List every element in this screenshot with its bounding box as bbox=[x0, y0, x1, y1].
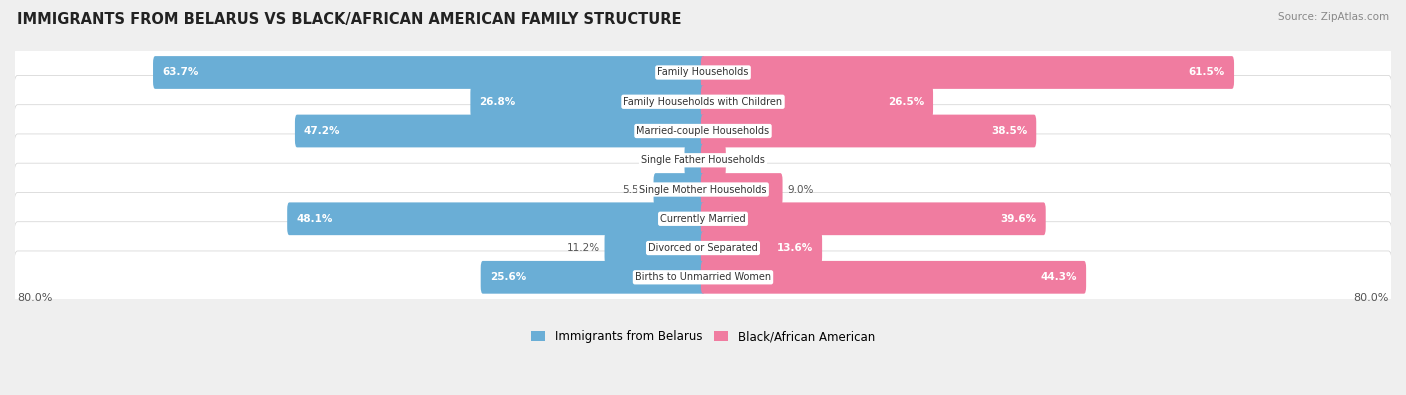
FancyBboxPatch shape bbox=[700, 115, 1036, 147]
FancyBboxPatch shape bbox=[481, 261, 706, 293]
Text: Source: ZipAtlas.com: Source: ZipAtlas.com bbox=[1278, 12, 1389, 22]
Text: 61.5%: 61.5% bbox=[1188, 68, 1225, 77]
Text: Currently Married: Currently Married bbox=[661, 214, 745, 224]
Text: 1.9%: 1.9% bbox=[654, 155, 679, 165]
Text: Married-couple Households: Married-couple Households bbox=[637, 126, 769, 136]
Text: Single Mother Households: Single Mother Households bbox=[640, 184, 766, 194]
FancyBboxPatch shape bbox=[471, 85, 706, 118]
Text: 80.0%: 80.0% bbox=[18, 293, 53, 303]
FancyBboxPatch shape bbox=[14, 222, 1392, 275]
Text: Family Households: Family Households bbox=[658, 68, 748, 77]
FancyBboxPatch shape bbox=[14, 105, 1392, 157]
Text: 13.6%: 13.6% bbox=[778, 243, 813, 253]
FancyBboxPatch shape bbox=[700, 261, 1085, 293]
FancyBboxPatch shape bbox=[153, 56, 706, 89]
Text: 39.6%: 39.6% bbox=[1001, 214, 1036, 224]
FancyBboxPatch shape bbox=[14, 192, 1392, 245]
Text: 26.5%: 26.5% bbox=[887, 97, 924, 107]
Text: 47.2%: 47.2% bbox=[304, 126, 340, 136]
FancyBboxPatch shape bbox=[14, 163, 1392, 216]
FancyBboxPatch shape bbox=[605, 231, 706, 264]
FancyBboxPatch shape bbox=[700, 56, 1234, 89]
FancyBboxPatch shape bbox=[654, 173, 706, 206]
FancyBboxPatch shape bbox=[685, 144, 706, 177]
Text: 44.3%: 44.3% bbox=[1040, 272, 1077, 282]
Text: Divorced or Separated: Divorced or Separated bbox=[648, 243, 758, 253]
FancyBboxPatch shape bbox=[14, 75, 1392, 128]
Text: Single Father Households: Single Father Households bbox=[641, 155, 765, 165]
Text: 26.8%: 26.8% bbox=[479, 97, 516, 107]
FancyBboxPatch shape bbox=[700, 85, 934, 118]
Text: 38.5%: 38.5% bbox=[991, 126, 1028, 136]
Text: Births to Unmarried Women: Births to Unmarried Women bbox=[636, 272, 770, 282]
Text: IMMIGRANTS FROM BELARUS VS BLACK/AFRICAN AMERICAN FAMILY STRUCTURE: IMMIGRANTS FROM BELARUS VS BLACK/AFRICAN… bbox=[17, 12, 682, 27]
Text: 25.6%: 25.6% bbox=[489, 272, 526, 282]
FancyBboxPatch shape bbox=[700, 173, 783, 206]
FancyBboxPatch shape bbox=[14, 134, 1392, 186]
Text: 63.7%: 63.7% bbox=[162, 68, 198, 77]
Text: 9.0%: 9.0% bbox=[787, 184, 814, 194]
Text: 11.2%: 11.2% bbox=[567, 243, 600, 253]
Legend: Immigrants from Belarus, Black/African American: Immigrants from Belarus, Black/African A… bbox=[526, 325, 880, 348]
FancyBboxPatch shape bbox=[700, 144, 725, 177]
Text: 48.1%: 48.1% bbox=[297, 214, 333, 224]
FancyBboxPatch shape bbox=[14, 46, 1392, 99]
FancyBboxPatch shape bbox=[700, 202, 1046, 235]
FancyBboxPatch shape bbox=[14, 251, 1392, 304]
Text: 2.4%: 2.4% bbox=[731, 155, 756, 165]
FancyBboxPatch shape bbox=[700, 231, 823, 264]
Text: Family Households with Children: Family Households with Children bbox=[623, 97, 783, 107]
FancyBboxPatch shape bbox=[287, 202, 706, 235]
Text: 80.0%: 80.0% bbox=[1353, 293, 1388, 303]
Text: 5.5%: 5.5% bbox=[623, 184, 648, 194]
FancyBboxPatch shape bbox=[295, 115, 706, 147]
